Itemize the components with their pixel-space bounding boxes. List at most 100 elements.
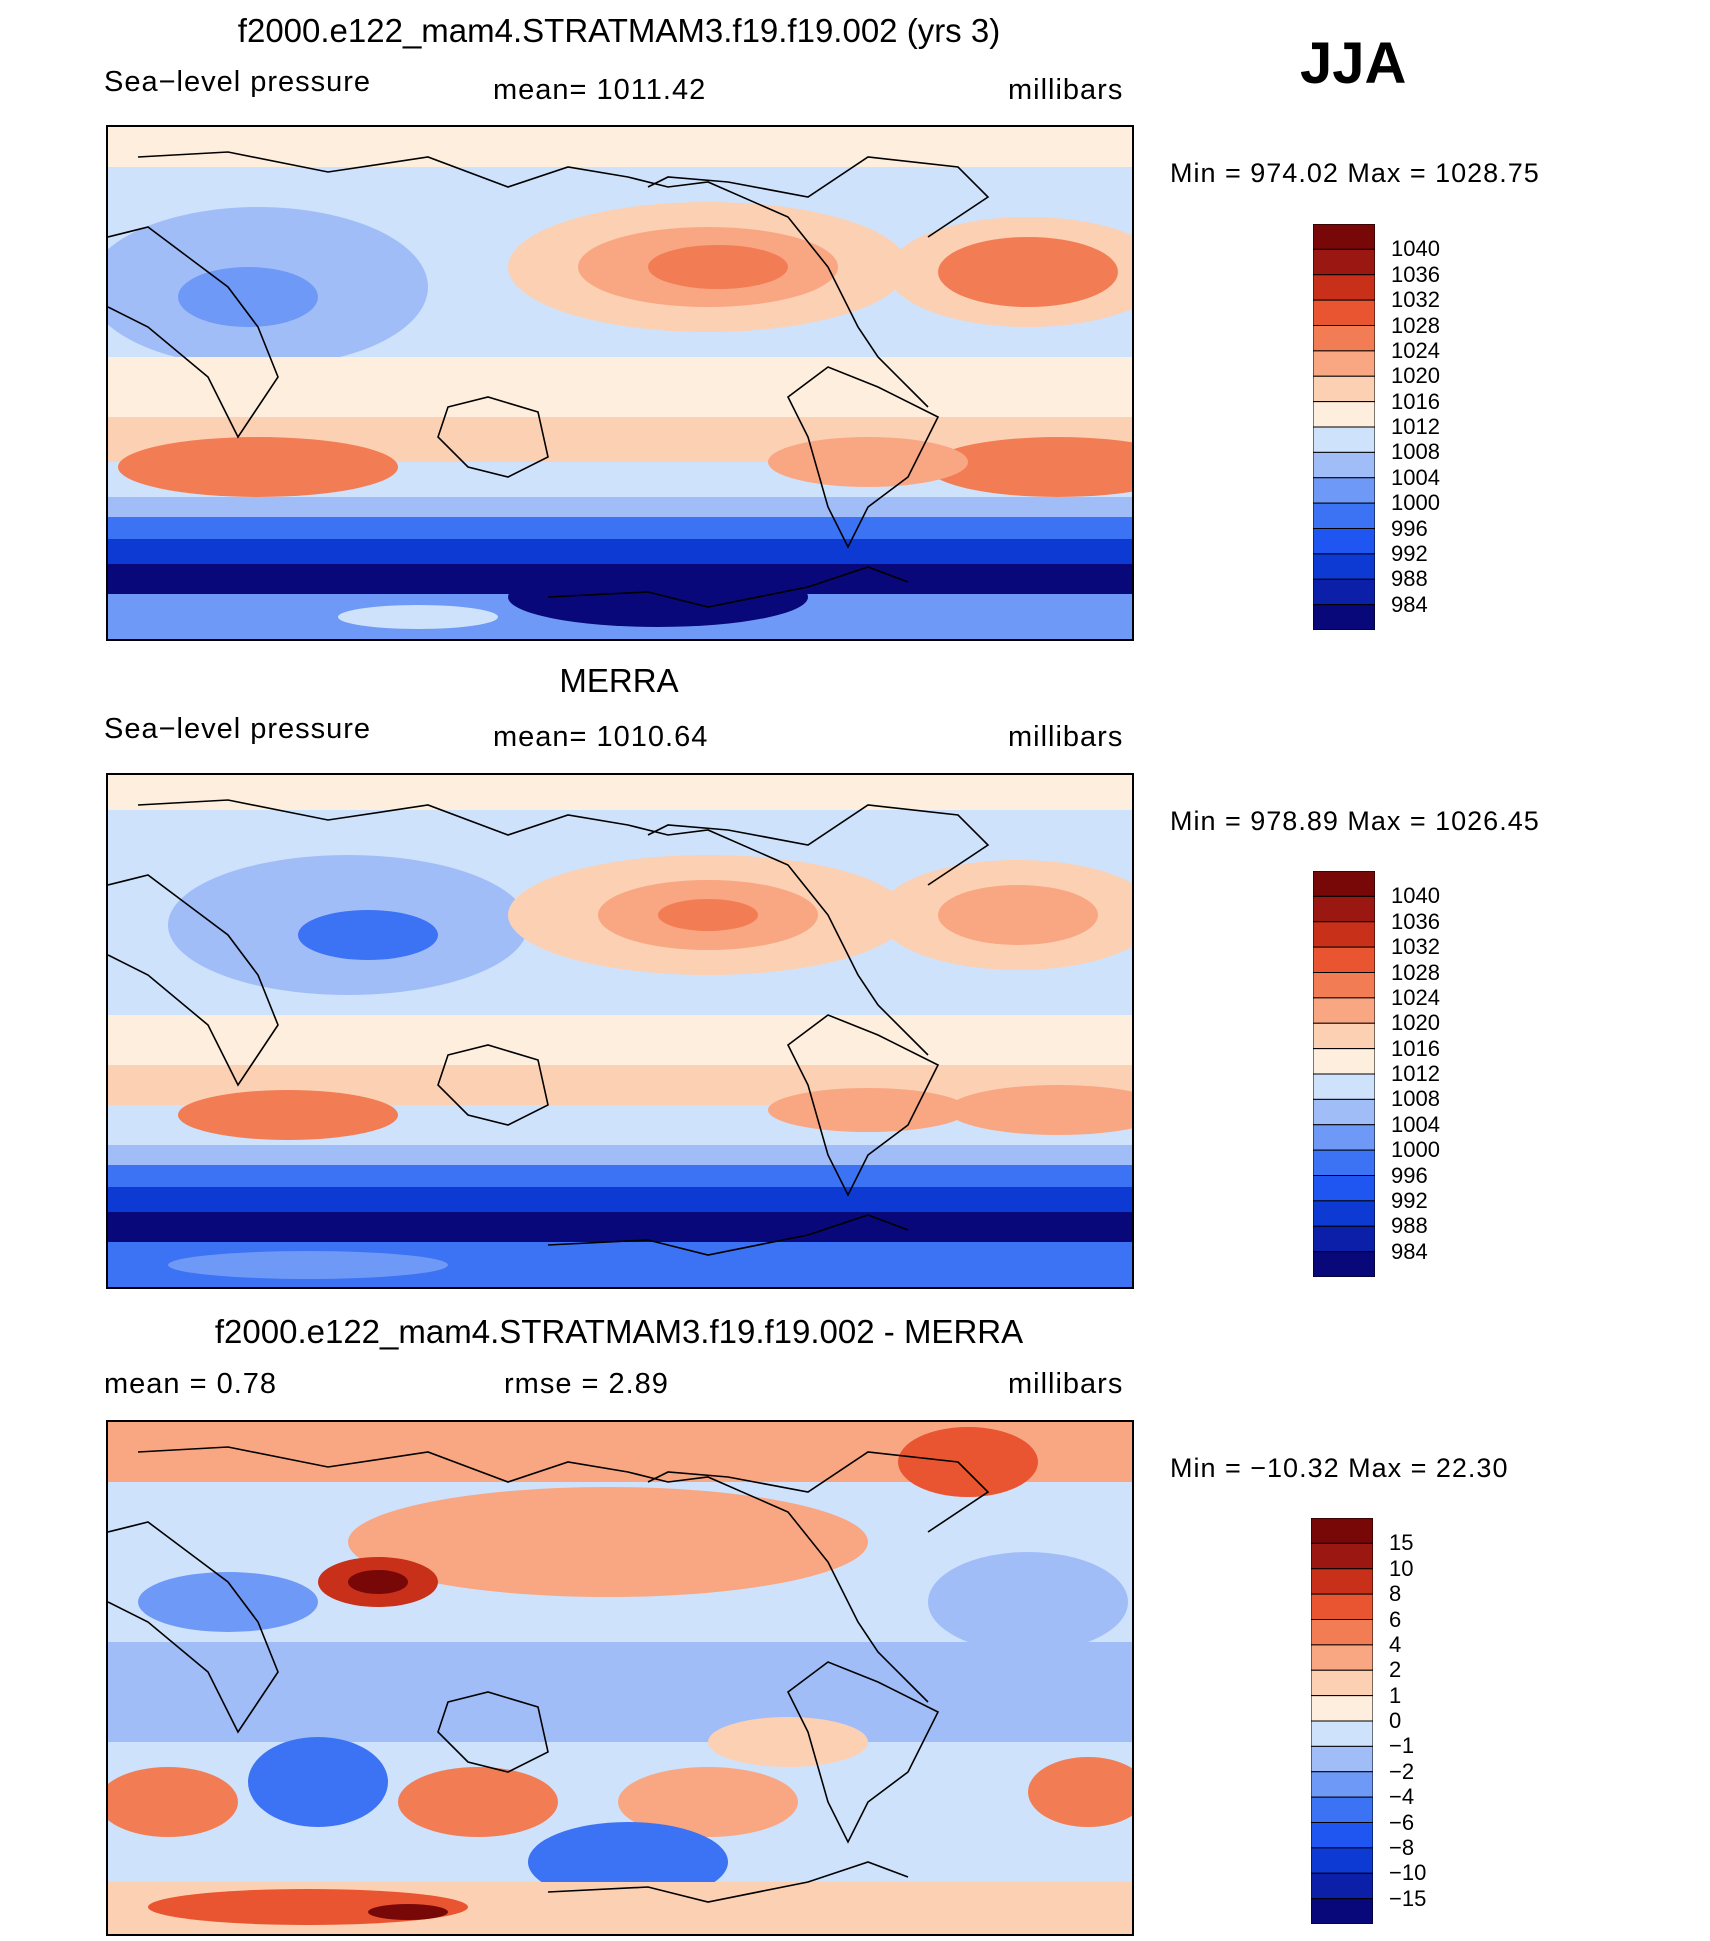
antarctic-high xyxy=(338,605,498,629)
coast-path xyxy=(437,396,549,478)
colorbar-label: 1000 xyxy=(1391,490,1440,516)
panel-3-rmse-label: rmse = 2.89 xyxy=(504,1368,669,1400)
colorbar-bin xyxy=(1312,223,1376,250)
colorbar-label: 996 xyxy=(1391,515,1428,541)
n-pacific-anomaly xyxy=(348,1487,868,1597)
colorbar-label: 1008 xyxy=(1391,1086,1440,1112)
colorbar-bin xyxy=(1312,528,1376,555)
s-australia-anomaly xyxy=(398,1767,558,1837)
colorbar-label: 984 xyxy=(1391,591,1428,617)
circumpolar-trough xyxy=(108,1212,1132,1242)
colorbar-label: 1028 xyxy=(1391,312,1440,338)
season-label: JJA xyxy=(1300,31,1407,96)
colorbar-bin xyxy=(1310,1847,1374,1874)
colorbar-bin xyxy=(1312,1048,1376,1075)
coastlines xyxy=(108,151,990,608)
colorbar-label: 1008 xyxy=(1391,439,1440,465)
colorbar-label: −6 xyxy=(1389,1809,1415,1835)
panel-1-colorbar-svg xyxy=(1312,223,1376,631)
s-indian-low-anomaly xyxy=(248,1737,388,1827)
colorbar-bin xyxy=(1312,350,1376,377)
colorbar-bin xyxy=(1312,1022,1376,1050)
subtropic-band xyxy=(108,1015,1132,1065)
panel-3-map xyxy=(106,1420,1134,1936)
panel-3-mean-label: mean = 0.78 xyxy=(104,1368,278,1400)
antarctic-anomaly-core xyxy=(368,1904,448,1920)
colorbar-label: 10 xyxy=(1389,1555,1414,1581)
colorbar-label: −15 xyxy=(1389,1885,1427,1911)
storm-track-3 xyxy=(108,1187,1132,1212)
colorbar-label: 2 xyxy=(1389,1657,1402,1683)
colorbar-bin xyxy=(1312,1175,1376,1202)
storm-track-2 xyxy=(108,517,1132,539)
coast-path xyxy=(786,1014,940,1197)
coast-path xyxy=(547,1214,909,1256)
colorbar-label: 1016 xyxy=(1391,1035,1440,1061)
colorbar-label: 1004 xyxy=(1391,1111,1440,1137)
colorbar-label: 1004 xyxy=(1391,464,1440,490)
colorbar-bin xyxy=(1312,1251,1376,1278)
colorbar-bin xyxy=(1312,426,1376,453)
colorbar-label: 1036 xyxy=(1391,908,1440,934)
colorbar-bin xyxy=(1310,1872,1374,1900)
greenland-anomaly xyxy=(898,1427,1038,1497)
colorbar-label: 1012 xyxy=(1391,414,1440,439)
colorbar-bin xyxy=(1310,1898,1374,1925)
colorbar-bin xyxy=(1310,1568,1374,1595)
colorbar-bin xyxy=(1312,895,1376,923)
colorbar-bin xyxy=(1312,274,1376,301)
panel-3-colorbar-svg xyxy=(1310,1517,1374,1925)
coastlines xyxy=(108,1446,990,1903)
subtropic-band xyxy=(108,357,1132,417)
colorbar-bin xyxy=(1312,502,1376,530)
coast-path xyxy=(786,366,940,549)
ross-low xyxy=(508,567,808,627)
panel-1-colorbar: 1040 1036 1032 1028 1024 1020 1016 1012 1008 1004… xyxy=(1312,223,1440,631)
colorbar-bin xyxy=(1312,1149,1376,1177)
colorbar-label: 1000 xyxy=(1391,1137,1440,1163)
colorbar-bin xyxy=(1312,578,1376,606)
colorbar-label: 1032 xyxy=(1391,934,1440,960)
colorbar-label: 996 xyxy=(1391,1162,1428,1188)
s-pacific-high xyxy=(768,437,968,487)
se-pacific-anomaly xyxy=(618,1767,798,1837)
colorbar-bin xyxy=(1310,1822,1374,1849)
mideast-anomaly xyxy=(138,1572,318,1632)
colorbar-label: 1040 xyxy=(1391,236,1440,262)
colorbar-bin xyxy=(1312,997,1376,1024)
tibet-anomaly-core xyxy=(348,1570,408,1594)
colorbar-label: 984 xyxy=(1391,1238,1428,1264)
storm-track-1 xyxy=(108,1145,1132,1165)
colorbar-bin xyxy=(1312,1124,1376,1151)
colorbar-label: 1036 xyxy=(1391,261,1440,287)
colorbar-bin xyxy=(1312,604,1376,631)
coast-path xyxy=(108,226,279,439)
colorbar-bin xyxy=(1312,553,1376,580)
arctic-band xyxy=(108,775,1132,810)
colorbar-bin xyxy=(1312,972,1376,999)
colorbar-bin xyxy=(1310,1796,1374,1824)
s-atlantic-high xyxy=(928,437,1132,497)
colorbar-label: 1020 xyxy=(1391,363,1440,389)
coast-path xyxy=(137,799,929,1056)
colorbar-bin xyxy=(1312,1200,1376,1227)
coast-path xyxy=(137,1446,929,1703)
colorbar-label: −4 xyxy=(1389,1784,1415,1810)
panel-2-map xyxy=(106,773,1134,1289)
colorbar-bin xyxy=(1310,1517,1374,1544)
panel-1-minmax: Min = 974.02 Max = 1028.75 xyxy=(1170,158,1540,188)
monsoon-low xyxy=(178,267,318,327)
panel-1-variable-label: Sea−level pressure xyxy=(104,66,372,98)
colorbar-bin xyxy=(1312,477,1376,504)
colorbar-label: 15 xyxy=(1389,1530,1414,1556)
arctic-band xyxy=(108,127,1132,167)
s-pacific-anomaly xyxy=(708,1717,868,1767)
colorbar-bin xyxy=(1310,1593,1374,1621)
colorbar-label: 1040 xyxy=(1391,883,1440,909)
colorbar-bin xyxy=(1312,401,1376,428)
atlantic-high-core xyxy=(938,885,1098,945)
indian-ocean-high xyxy=(178,1090,398,1140)
pacific-high-core xyxy=(648,245,788,289)
pacific-high-core xyxy=(658,899,758,931)
colorbar-bin xyxy=(1310,1619,1374,1646)
